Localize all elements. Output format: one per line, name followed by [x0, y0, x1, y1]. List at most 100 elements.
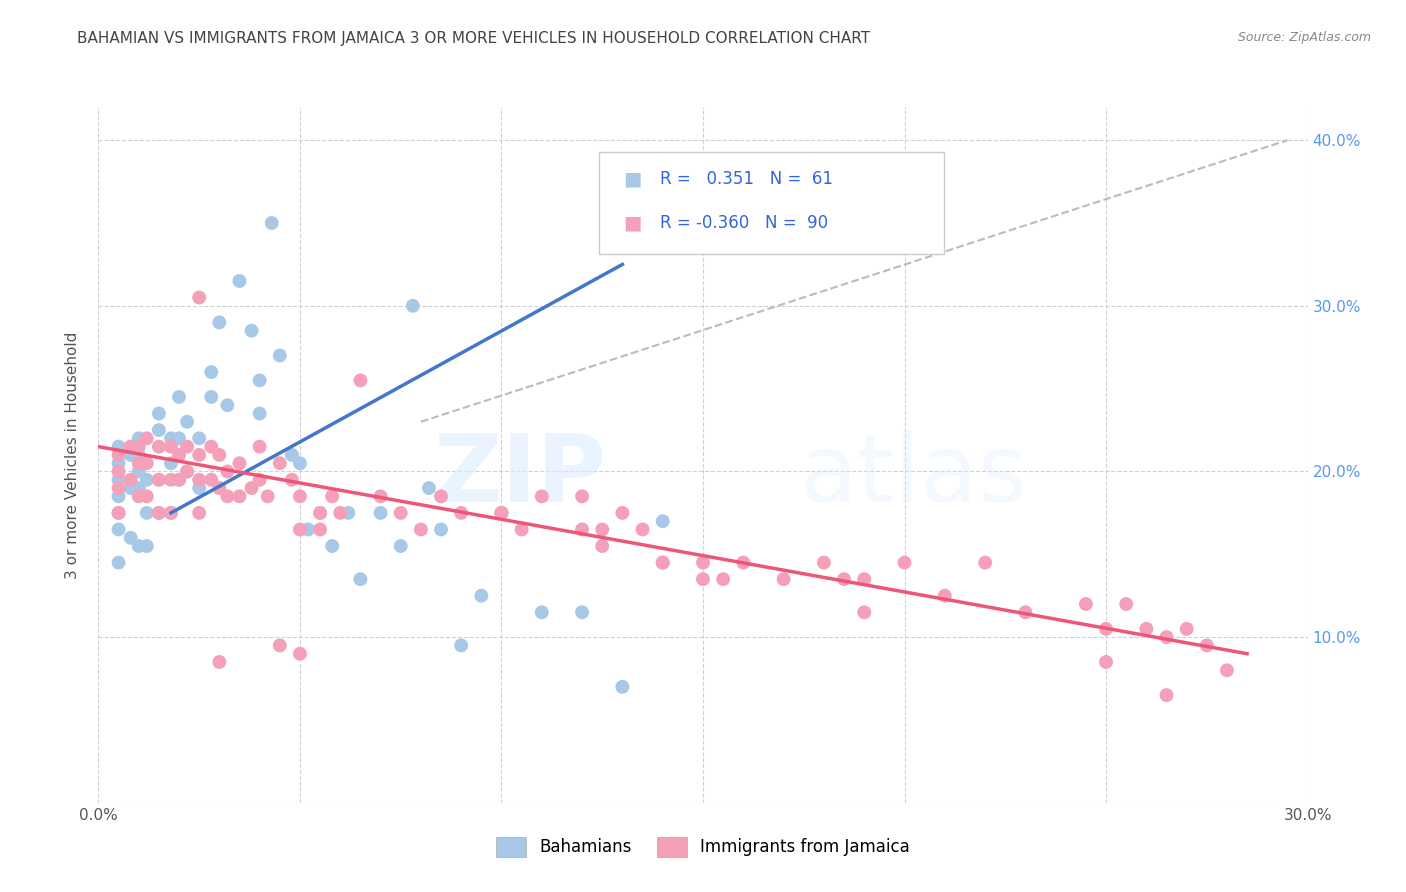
Point	[470, 589, 492, 603]
Point	[107, 456, 129, 470]
Point	[269, 639, 291, 653]
Point	[974, 556, 997, 570]
Point	[107, 448, 129, 462]
Point	[217, 465, 239, 479]
Point	[120, 473, 142, 487]
Point	[288, 456, 311, 470]
Point	[167, 390, 190, 404]
Point	[107, 481, 129, 495]
Point	[148, 423, 170, 437]
Point	[249, 473, 271, 487]
Point	[176, 465, 198, 479]
Point	[208, 448, 231, 462]
Point	[160, 506, 183, 520]
Point	[148, 473, 170, 487]
Point	[1175, 622, 1198, 636]
Point	[409, 523, 432, 537]
Point	[167, 473, 190, 487]
Point	[297, 523, 319, 537]
Point	[418, 481, 440, 495]
Point	[160, 456, 183, 470]
Point	[389, 506, 412, 520]
Point	[160, 506, 183, 520]
Point	[692, 556, 714, 570]
Point	[853, 572, 876, 586]
Point	[128, 481, 150, 495]
Point	[1074, 597, 1097, 611]
Point	[107, 440, 129, 454]
Point	[309, 506, 332, 520]
Point	[128, 539, 150, 553]
Point	[176, 440, 198, 454]
Point	[853, 605, 876, 619]
Point	[893, 556, 915, 570]
Point	[321, 489, 343, 503]
Point	[571, 605, 593, 619]
Point	[430, 489, 453, 503]
Point	[692, 572, 714, 586]
Point	[571, 523, 593, 537]
Point	[208, 655, 231, 669]
Point	[167, 448, 190, 462]
Point	[813, 556, 835, 570]
Point	[240, 481, 263, 495]
Point	[120, 481, 142, 495]
Point	[269, 456, 291, 470]
Point	[530, 605, 553, 619]
Point	[160, 440, 183, 454]
Point	[832, 572, 855, 586]
Point	[249, 440, 271, 454]
Point	[281, 448, 304, 462]
Point	[128, 489, 150, 503]
Point	[107, 506, 129, 520]
Point	[1115, 597, 1137, 611]
Point	[1156, 688, 1178, 702]
Point	[188, 291, 211, 305]
Point	[249, 373, 271, 387]
Point	[321, 539, 343, 553]
Point	[1095, 622, 1118, 636]
Point	[281, 473, 304, 487]
Point	[228, 274, 250, 288]
Point	[309, 523, 332, 537]
Point	[651, 514, 673, 528]
Point	[176, 465, 198, 479]
Point	[249, 407, 271, 421]
Point	[450, 639, 472, 653]
Point	[772, 572, 794, 586]
Point	[120, 531, 142, 545]
Point	[349, 373, 371, 387]
Point	[200, 390, 222, 404]
Point	[1216, 663, 1239, 677]
Point	[107, 556, 129, 570]
Point	[208, 315, 231, 329]
Point	[491, 506, 513, 520]
Point	[329, 506, 352, 520]
Point	[228, 456, 250, 470]
Point	[128, 448, 150, 462]
Point	[107, 465, 129, 479]
Point	[450, 506, 472, 520]
Point	[402, 299, 425, 313]
Point	[167, 431, 190, 445]
Point	[135, 506, 157, 520]
Point	[288, 523, 311, 537]
Point	[256, 489, 278, 503]
Point	[107, 523, 129, 537]
Point	[148, 407, 170, 421]
Point	[530, 489, 553, 503]
Point	[1156, 630, 1178, 644]
Point	[934, 589, 956, 603]
Point	[491, 506, 513, 520]
Point	[120, 448, 142, 462]
Point	[1195, 639, 1218, 653]
Point	[107, 473, 129, 487]
Text: R = -0.360   N =  90: R = -0.360 N = 90	[659, 214, 828, 232]
Point	[228, 489, 250, 503]
Point	[188, 506, 211, 520]
Point	[349, 572, 371, 586]
Point	[128, 456, 150, 470]
Point	[571, 489, 593, 503]
Text: ■: ■	[623, 214, 641, 233]
Point	[1014, 605, 1036, 619]
